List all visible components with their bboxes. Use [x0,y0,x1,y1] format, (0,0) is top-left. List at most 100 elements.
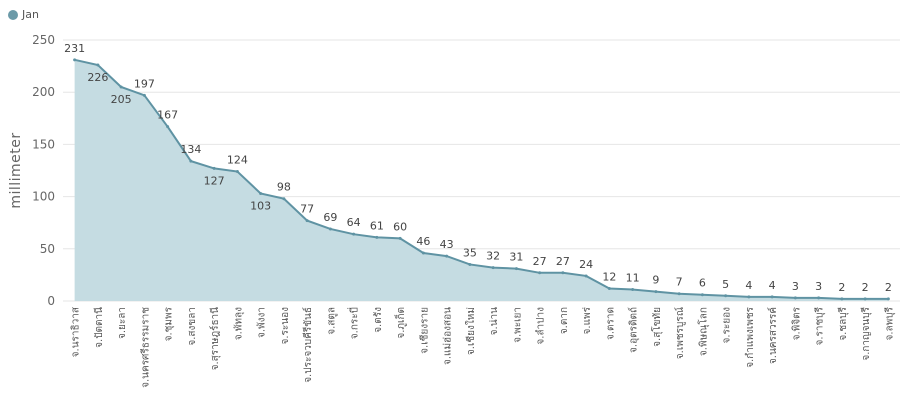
data-point [677,292,681,296]
legend-label-jan: Jan [22,8,39,21]
data-label: 35 [463,246,477,259]
data-label: 124 [227,154,248,167]
x-tick-label: จ.ตรัง [373,307,384,333]
x-tick-label: จ.แพร่ [582,306,593,334]
data-label: 197 [134,77,155,90]
data-point [119,85,123,89]
data-label: 5 [722,278,729,291]
x-tick-label: จ.พะเยา [512,307,523,343]
x-tick-label: จ.สตูล [326,307,337,335]
data-label: 43 [440,238,454,251]
data-label: 2 [885,281,892,294]
data-label: 64 [347,216,361,229]
series-line-jan [74,58,889,300]
y-tick-label: 200 [32,85,55,99]
data-label: 9 [652,274,659,287]
x-tick-label: จ.ระนอง [280,307,291,345]
x-tick-label: จ.สุโขทัย [650,307,663,347]
x-tick-label: จ.แม่ฮ่องสอน [443,307,454,365]
x-tick-label: จ.พังงา [257,307,268,338]
x-tick-label: จ.พิษณุโลก [696,307,709,356]
data-point [514,267,518,271]
data-point [305,219,309,223]
data-point [793,296,797,300]
x-tick-label: จ.กระบี่ [347,307,361,339]
data-point [166,125,170,129]
data-point [189,159,193,163]
data-point [259,191,263,195]
x-tick-label: จ.เพชรบูรณ์ [674,307,686,359]
data-label: 24 [579,258,593,271]
data-point [73,58,77,62]
x-tick-label: จ.ราชบุรี [814,306,826,345]
x-tick-label: จ.ตาก [559,307,570,334]
x-tick-label: จ.พัทลุง [233,307,244,340]
x-tick-label: จ.เชียงใหม่ [465,307,477,355]
x-tick-label: จ.สุราษฎร์ธานี [209,307,221,371]
data-point [491,266,495,270]
data-label: 205 [111,93,132,106]
data-label: 6 [699,277,706,290]
y-tick-label: 250 [32,33,55,47]
legend-marker-jan [8,9,18,20]
x-tick-label: จ.ยะลา [117,307,128,339]
data-point [863,297,867,301]
data-point [538,271,542,275]
x-tick-label: จ.น่าน [489,307,500,335]
y-tick-label: 100 [32,190,55,204]
data-label: 77 [300,203,314,216]
legend[interactable]: Jan [8,8,39,21]
x-tick-label: จ.กำแพงเพชร [745,306,756,367]
data-label: 4 [769,279,776,292]
x-tick-label: จ.พิจิตร [791,306,802,340]
x-tick-label: จ.ตราด [605,307,616,340]
x-tick-label: จ.กาญจนบุรี [860,306,872,360]
data-label: 98 [277,181,291,194]
y-tick-label: 150 [32,137,55,151]
data-label: 127 [204,174,225,187]
data-point [212,166,216,170]
data-label: 134 [180,143,201,156]
data-label: 7 [676,276,683,289]
data-point [398,236,402,240]
data-point [770,295,774,299]
data-label: 167 [157,109,178,122]
data-label: 4 [745,279,752,292]
x-tick-label: จ.นราธิวาส [71,307,82,357]
data-point [561,271,565,275]
data-label: 61 [370,219,384,232]
data-label: 2 [862,281,869,294]
data-label: 69 [323,211,337,224]
data-point [886,297,890,301]
y-tick-label: 0 [47,294,55,308]
data-point [747,295,751,299]
x-tick-label: จ.ลำปาง [536,307,547,345]
x-tick-label: จ.นครศรีธรรมราช [139,307,151,388]
data-label: 12 [602,270,616,283]
data-point [700,293,704,297]
data-point [235,170,239,174]
data-label: 46 [416,235,430,248]
x-tick-label: จ.ภูเก็ต [393,307,407,339]
data-label: 31 [509,251,523,264]
data-point [654,290,658,294]
series-area-jan [74,59,889,301]
data-point [96,63,100,67]
data-point [421,251,425,255]
data-point [468,262,472,266]
data-point [375,235,379,239]
data-point [607,286,611,290]
data-label: 27 [533,255,547,268]
data-label: 103 [250,199,271,212]
data-label: 11 [626,272,640,285]
x-tick-label: จ.เชียงราย [418,307,430,354]
data-point [352,232,356,236]
data-label: 3 [792,280,799,293]
x-tick-label: จ.ประจวบคีรีขันธ์ [302,307,314,383]
data-point [584,274,588,278]
data-label: 27 [556,255,570,268]
data-label: 60 [393,220,407,233]
x-tick-label: จ.สงขลา [187,307,198,346]
